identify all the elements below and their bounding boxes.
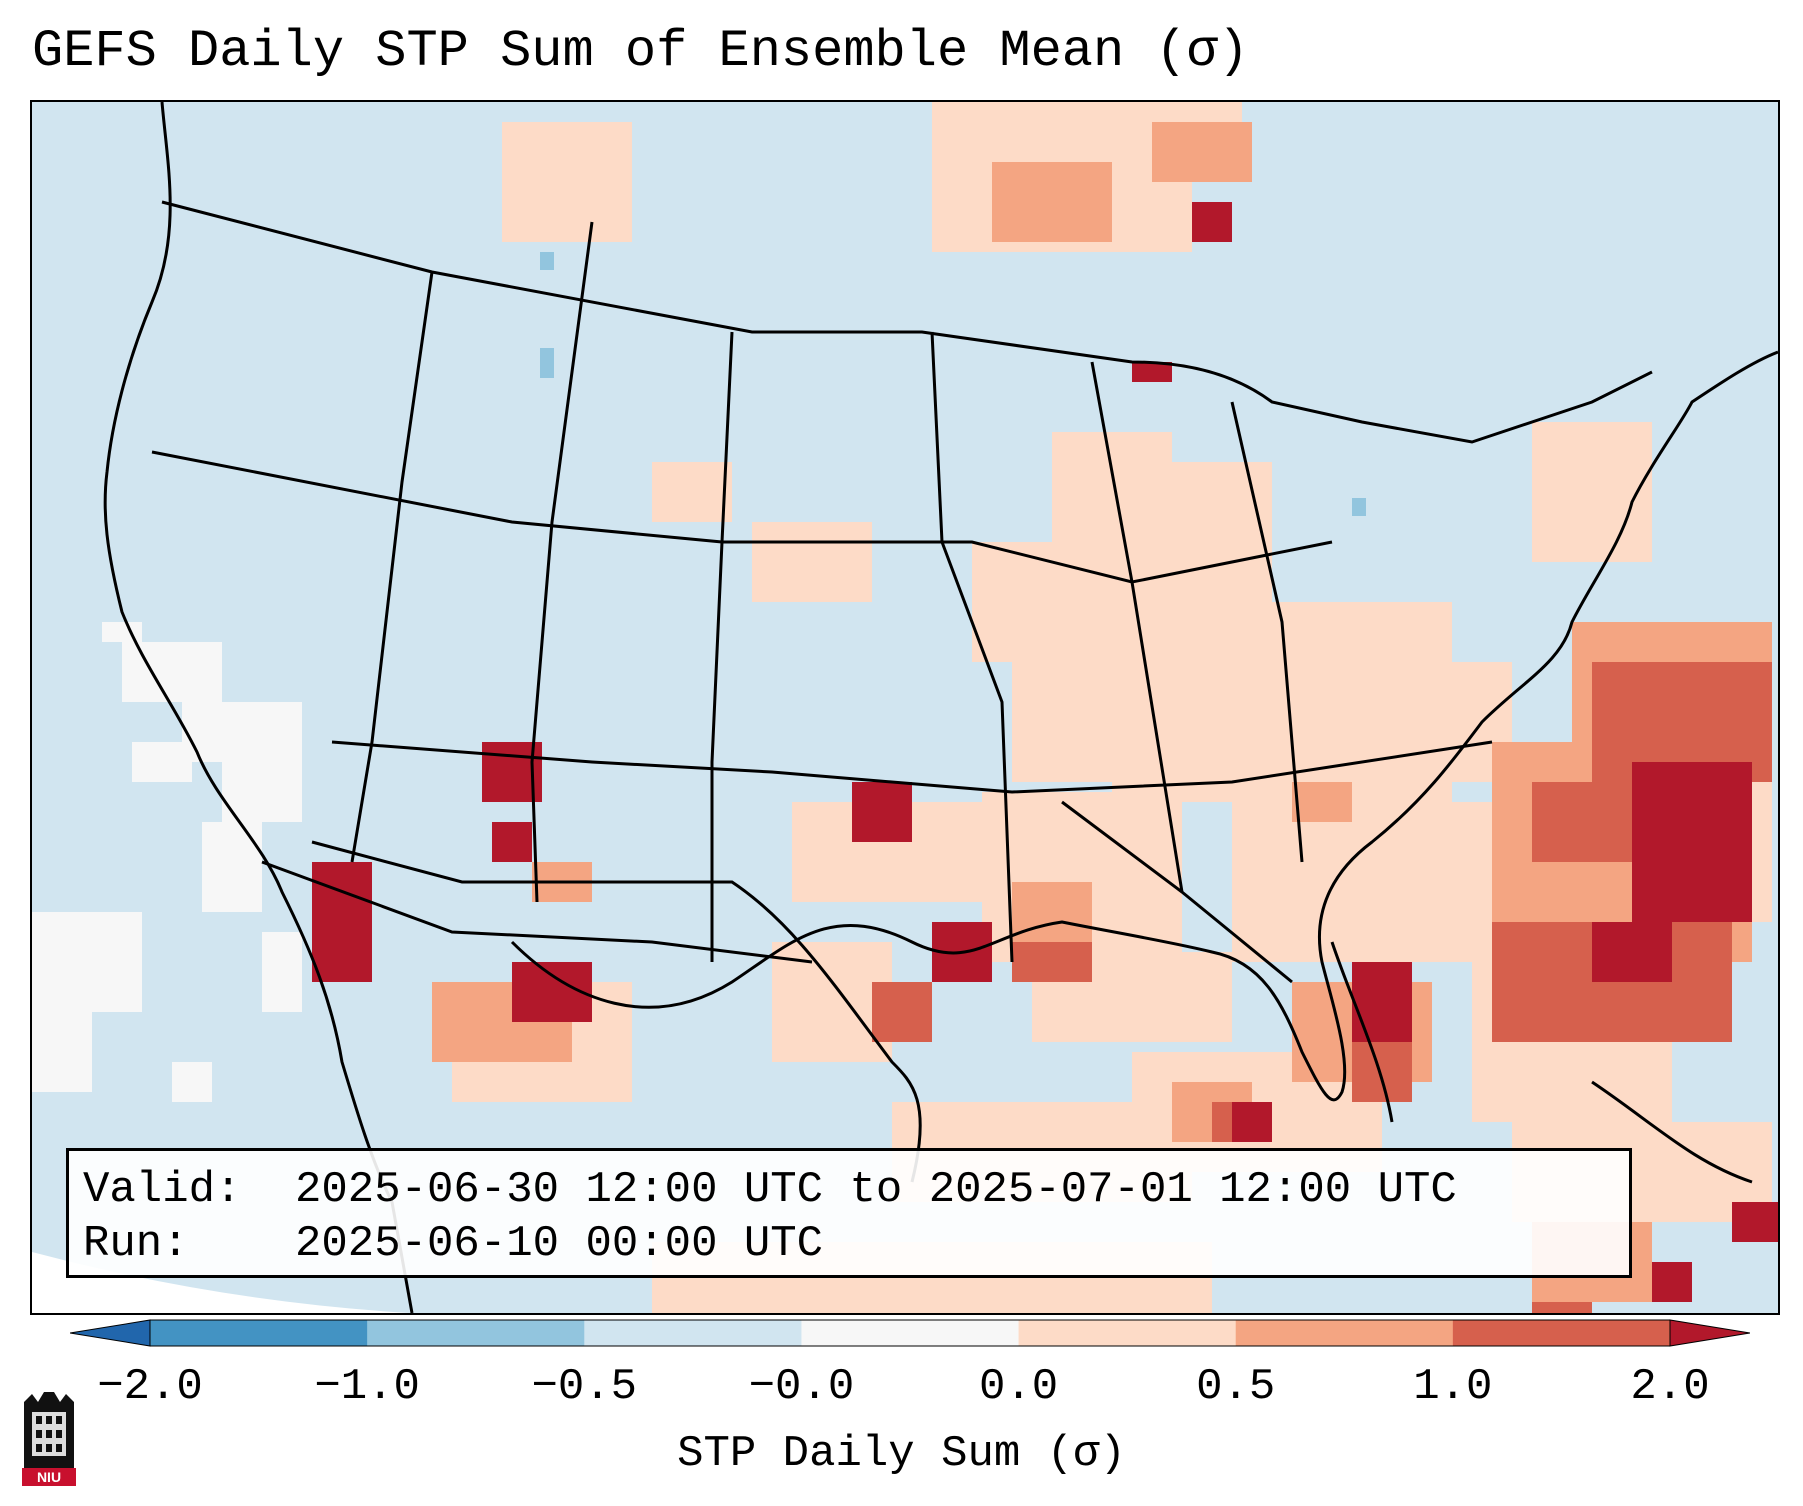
colorbar-bins	[150, 1320, 1671, 1346]
cuba-outline	[1591, 1080, 1753, 1184]
pacific-coastline	[103, 102, 414, 1313]
extreme-positive-cells	[312, 202, 1778, 1302]
colorbar-bin	[801, 1320, 1020, 1346]
run-label: Run:	[83, 1219, 189, 1269]
interior-boundary-6	[710, 331, 734, 962]
colorbar-bin	[367, 1320, 585, 1346]
valid-label: Valid:	[83, 1165, 242, 1215]
colorbar-bin	[1235, 1320, 1454, 1346]
colorbar-tick-label: 0.5	[1196, 1362, 1276, 1412]
colorbar-tick-label: −0.0	[748, 1362, 855, 1412]
valid-time-box: Valid: 2025-06-30 12:00 UTC to 2025-07-01…	[66, 1148, 1632, 1278]
colorbar-tick-label: 0.0	[978, 1362, 1059, 1412]
colorbar-label: STP Daily Sum (σ)	[677, 1429, 1126, 1479]
run-row: Run: 2025-06-10 00:00 UTC	[83, 1217, 1629, 1271]
negative-cells	[540, 252, 1366, 516]
map-panel	[30, 100, 1780, 1315]
outside-domain-corner	[32, 1252, 652, 1313]
interior-boundary-1	[151, 450, 1333, 584]
run-value: 2025-06-10 00:00 UTC	[295, 1219, 824, 1269]
neutral-cells	[32, 622, 302, 1102]
colorbar-bin	[584, 1320, 802, 1346]
colorbar-tick-label: 1.0	[1413, 1362, 1493, 1412]
boundaries	[103, 102, 1778, 1313]
colorbar-bin	[1452, 1320, 1671, 1346]
colorbar-bin	[1018, 1320, 1237, 1346]
canada-us-border	[161, 200, 1653, 444]
colorbar-under-triangle	[70, 1319, 151, 1347]
mexico-us-border	[311, 840, 922, 1183]
colorbar-tick-label: −1.0	[314, 1362, 420, 1412]
map	[32, 102, 1778, 1313]
interior-boundary-3	[261, 860, 813, 964]
colorbar-tick-label: −2.0	[97, 1362, 203, 1412]
niu-logo: NIU	[22, 1392, 76, 1486]
colorbar-tick-label: −0.5	[531, 1362, 638, 1412]
florida-outline	[1330, 941, 1394, 1123]
interior-boundary-7	[930, 331, 1014, 963]
colorbar-over-triangle	[1669, 1319, 1750, 1347]
svg-text:NIU: NIU	[37, 1469, 61, 1485]
colorbar-tick-label: 2.0	[1630, 1362, 1710, 1412]
valid-value: 2025-06-30 12:00 UTC to 2025-07-01 12:00…	[295, 1165, 1457, 1215]
interior-boundary-8	[1090, 361, 1184, 893]
valid-row: Valid: 2025-06-30 12:00 UTC to 2025-07-01…	[83, 1163, 1629, 1217]
chart-title: GEFS Daily STP Sum of Ensemble Mean (σ)	[32, 22, 1249, 81]
gulf-and-atlantic-coastline	[510, 350, 1778, 1102]
colorbar-outline	[149, 1319, 1671, 1347]
interior-boundary-2	[331, 740, 1493, 794]
interior-boundary-9	[1230, 401, 1304, 863]
interior-boundary-10	[530, 221, 594, 903]
colorbar	[70, 1319, 1750, 1347]
colorbar-bin	[150, 1320, 368, 1346]
interior-boundary-5	[350, 271, 434, 863]
